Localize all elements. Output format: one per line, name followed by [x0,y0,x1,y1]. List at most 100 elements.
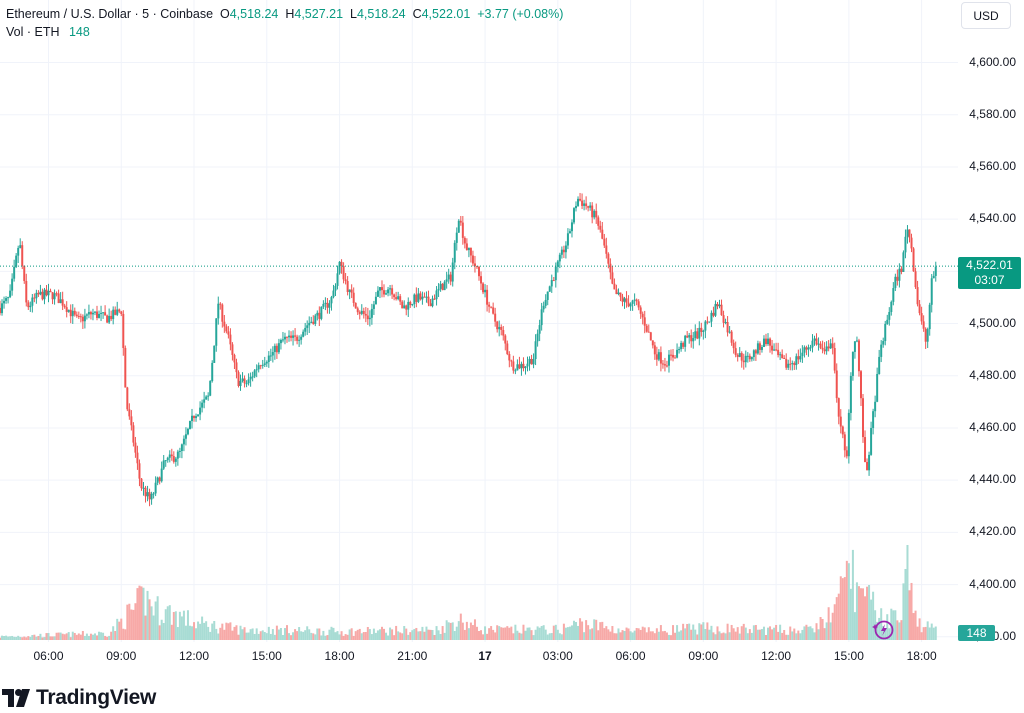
volume-bar [522,624,525,640]
candle-body [140,478,143,489]
low-key: L [350,7,357,21]
volume-bar [496,625,499,640]
candle-body [219,303,222,305]
volume-bar [694,629,697,640]
candle-body [920,313,923,322]
volume-bar [21,637,24,640]
candle-body [829,343,832,349]
volume-bar [526,627,529,640]
candle-body [122,313,125,348]
volume-bar [471,625,474,640]
volume-bar [211,623,214,640]
candle-body [482,283,485,293]
volume-bar [809,626,812,640]
time-axis-label: 06:00 [615,649,646,663]
candle-body [853,341,856,352]
candle-body [362,310,365,314]
candle-body [645,325,648,332]
volume-legend: Vol · ETH 148 [6,25,90,39]
open-value: 4,518.24 [229,7,279,21]
tradingview-logo[interactable]: TradingView [2,686,156,710]
volume-bar [243,627,246,640]
symbol-title[interactable]: Ethereum / U.S. Dollar · 5 · Coinbase [6,7,214,21]
candle-body [564,245,567,253]
candle-body [423,296,426,298]
candle-body [0,307,1,314]
candle-body [787,363,790,368]
candle-body [168,454,171,458]
volume-bar [773,627,776,640]
candle-body [726,322,729,333]
volume-bar [868,585,871,640]
candle-body [358,312,361,314]
candle-body [225,326,228,332]
volume-bar [358,628,361,640]
volume-bar [39,633,42,640]
candle-body [684,335,687,347]
volume-bar [31,635,34,640]
candle-body [397,296,400,300]
candle-body [827,346,830,349]
volume-bar [344,634,347,640]
candle-body [599,225,602,230]
candle-body [572,208,575,223]
volume-bar [926,621,929,640]
candle-body [528,358,531,364]
volume-bar [797,630,800,640]
candle-body [209,381,212,396]
volume-bar [805,624,808,640]
volume-bar [599,622,602,640]
volume-bar [835,597,838,640]
volume-bar [609,631,612,640]
candle-body [659,352,662,364]
currency-button[interactable]: USD [961,2,1011,29]
candle-body [536,333,539,342]
volume-bar [391,629,394,640]
candle-body [61,299,64,306]
candle-body [231,344,234,355]
candle-body [326,302,329,308]
candle-body [98,313,101,318]
volume-bar [767,627,770,640]
volume-bar [304,630,307,640]
volume-bar [166,606,169,640]
sparkle-icon[interactable] [872,619,896,641]
volume-bar [231,630,234,640]
candle-body [520,363,523,369]
volume-bar [504,627,507,640]
candle-body [843,434,846,451]
candle-body [340,261,343,266]
candle-body [665,365,668,367]
candle-body [154,482,157,494]
candle-body [631,300,634,304]
close-key: C [412,7,422,21]
candle-body [453,242,456,263]
candle-body [370,308,373,318]
candle-body [688,335,691,338]
candle-body [320,306,323,319]
volume-bar [758,629,761,640]
candle-body [756,343,759,354]
candle-body [415,294,418,302]
candle-body [876,373,879,402]
candle-body [746,355,749,357]
volume-bar [221,623,224,640]
candle-body [540,309,543,326]
candle-body [504,335,507,344]
candle-body [518,364,521,369]
volume-bar [195,628,198,640]
volume-bar [457,621,460,640]
candle-body [126,387,129,410]
volume-bar [746,633,749,640]
volume-label[interactable]: Vol · ETH [6,25,60,39]
candle-body [100,312,103,314]
volume-bar [312,633,315,640]
last-price: 4,522.01 [966,258,1013,273]
candle-body [188,421,191,429]
volume-bar [785,634,788,640]
candle-body [591,205,594,218]
volume-bar [657,631,660,640]
volume-bar [130,609,133,640]
candle-body [27,302,30,308]
